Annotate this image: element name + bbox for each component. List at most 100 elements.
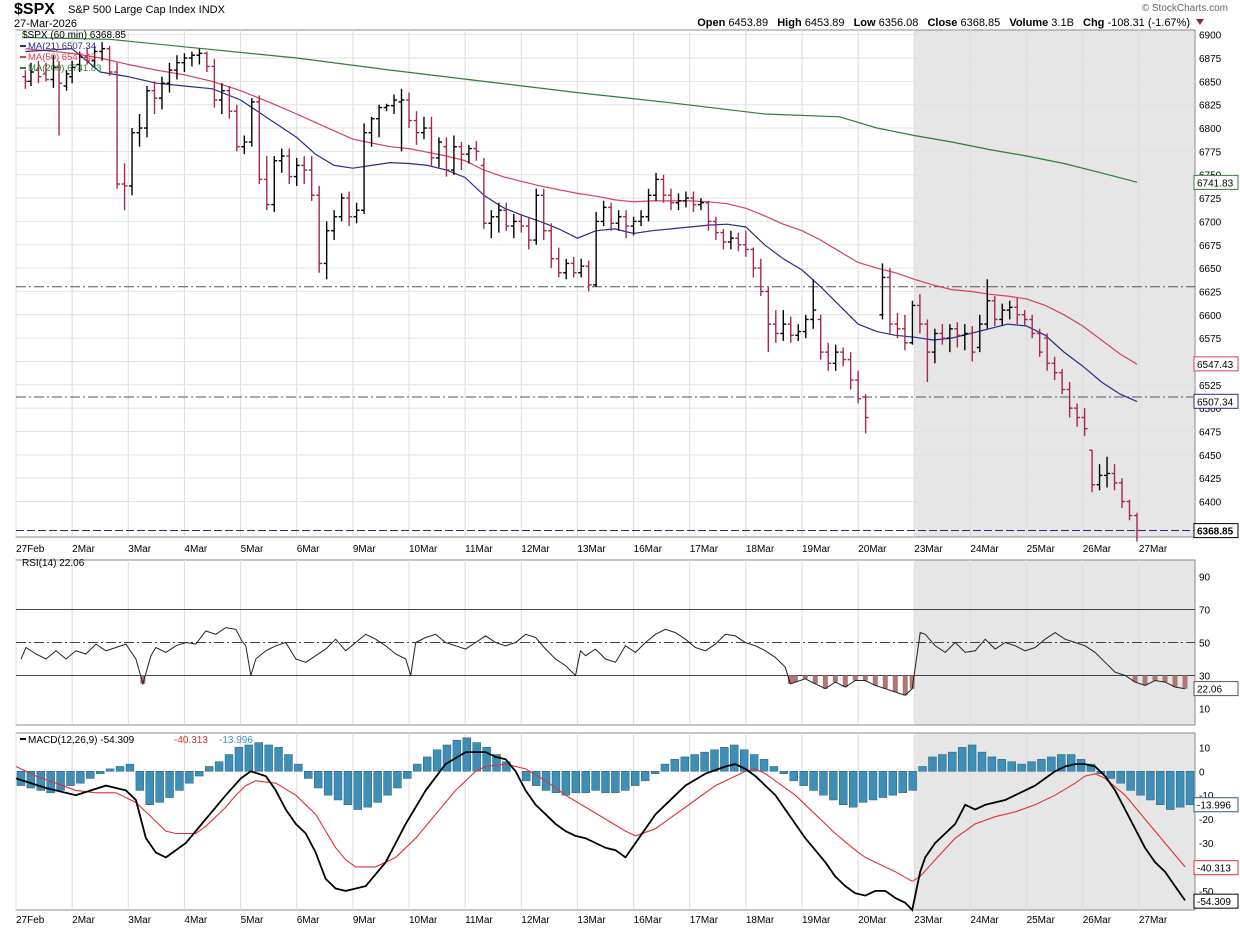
price-tick-label: 6600 — [1199, 311, 1222, 322]
rsi-tag-box — [1193, 681, 1239, 697]
x-tick-label: 16Mar — [634, 915, 663, 926]
macd-histogram-bar — [333, 771, 343, 801]
macd-tick-label: -10 — [1199, 791, 1214, 802]
x-tick-label: 4Mar — [184, 544, 207, 555]
macd-histogram-bar — [1027, 761, 1036, 772]
macd-histogram-bar — [46, 771, 55, 794]
x-tick-label: 17Mar — [690, 915, 719, 926]
price-tag-box — [1193, 523, 1239, 539]
macd-histogram-bar — [1156, 771, 1165, 806]
macd-histogram-bar — [690, 754, 699, 772]
macd-histogram-bar — [294, 763, 303, 772]
macd-histogram-bar — [789, 771, 798, 782]
macd-histogram-bar — [967, 744, 977, 772]
x-tick-label: 18Mar — [746, 915, 775, 926]
x-tick-label: 26Mar — [1083, 915, 1112, 926]
price-tick-label: 6725 — [1199, 194, 1222, 205]
macd-histogram-bar — [214, 761, 224, 772]
rsi-title: RSI(14) 22.06 — [22, 558, 85, 569]
close-value: 6368.85 — [960, 17, 1001, 29]
x-tick-label: 3Mar — [128, 915, 151, 926]
macd-histogram-bar — [462, 737, 471, 772]
x-tick-label: 19Mar — [802, 915, 831, 926]
macd-histogram-bar — [403, 771, 412, 779]
macd-histogram-bar — [700, 751, 709, 772]
macd-histogram-bar — [1037, 759, 1046, 772]
macd-histogram-bar — [185, 771, 194, 784]
rsi-tick-label: 50 — [1199, 639, 1211, 650]
macd-histogram-bar — [779, 771, 789, 774]
price-title: $SPX (60 min) 6368.85 — [22, 30, 126, 41]
rsi-tick-label: 10 — [1199, 705, 1211, 716]
x-tick-label: 20Mar — [858, 544, 887, 555]
macd-histogram-bar — [422, 756, 432, 772]
macd-histogram-bar — [66, 771, 75, 786]
x-tick-label: 23Mar — [914, 544, 943, 555]
macd-histogram-bar — [363, 771, 372, 808]
macd-histogram-bar — [323, 771, 333, 796]
x-tick-label: 6Mar — [297, 544, 320, 555]
macd-histogram-bar — [1066, 754, 1076, 772]
macd-histogram-bar — [631, 771, 640, 786]
macd-histogram-bar — [26, 771, 36, 789]
macd-histogram-bar — [660, 763, 670, 772]
macd-signal-legend: -40.313 — [174, 735, 208, 746]
macd-histogram-bar — [274, 747, 283, 772]
macd-histogram-bar — [472, 742, 481, 772]
volume-value: 3.1B — [1051, 17, 1074, 29]
rsi-tick-label: 70 — [1199, 606, 1211, 617]
price-tick-label: 6400 — [1199, 498, 1222, 509]
price-tick-label: 6475 — [1199, 427, 1222, 438]
macd-histogram-bar — [1047, 756, 1056, 772]
macd-tag-box — [1193, 860, 1239, 876]
price-tick-label: 6675 — [1199, 241, 1222, 252]
macd-hist-legend: -13.996 — [219, 735, 253, 746]
macd-histogram-bar — [432, 749, 442, 772]
x-tick-label: 20Mar — [858, 915, 887, 926]
macd-histogram-bar — [591, 771, 600, 791]
macd-value-tag: -54.309 — [1197, 897, 1231, 908]
open-value: 6453.89 — [728, 17, 769, 29]
macd-histogram-bar — [1146, 771, 1155, 801]
down-arrow-icon — [1196, 19, 1204, 25]
macd-histogram-bar — [145, 771, 154, 806]
rsi-line — [20, 627, 1186, 696]
macd-histogram-bar — [799, 771, 808, 786]
ticker-symbol: $SPX — [14, 1, 55, 18]
macd-histogram-bar — [165, 771, 174, 798]
ma50-line — [25, 48, 1138, 365]
x-tick-label: 25Mar — [1027, 915, 1056, 926]
high-label: High — [777, 17, 802, 29]
macd-histogram-bar — [522, 771, 531, 782]
price-tick-label: 6875 — [1199, 54, 1222, 65]
price-tick-label: 6700 — [1199, 217, 1222, 228]
x-tick-label: 13Mar — [577, 915, 606, 926]
macd-histogram-bar — [1086, 763, 1096, 772]
macd-histogram-bar — [36, 771, 45, 791]
chart-header: $SPX S&P 500 Large Cap Index INDX 27-Mar… — [0, 0, 1240, 34]
legend-entry: MA(21) 6507.34 — [28, 41, 96, 52]
macd-title: MACD(12,26,9) -54.309 — [28, 735, 135, 746]
price-tag: 6507.34 — [1197, 397, 1234, 408]
macd-histogram-bar — [1166, 771, 1175, 810]
macd-histogram-bar — [948, 751, 957, 772]
x-tick-label: 27Mar — [1139, 544, 1168, 555]
macd-histogram-bar — [105, 768, 115, 772]
macd-histogram-bar — [373, 771, 382, 803]
x-tick-label: 13Mar — [577, 544, 606, 555]
macd-tick-label: 10 — [1199, 743, 1211, 754]
macd-tick-label: -20 — [1199, 815, 1214, 826]
x-tick-label: 17Mar — [690, 544, 719, 555]
macd-tick-label: -50 — [1199, 887, 1214, 898]
macd-histogram-bar — [769, 766, 779, 772]
low-label: Low — [853, 17, 876, 29]
macd-histogram-bar — [1106, 771, 1115, 779]
x-tick-label: 19Mar — [802, 544, 831, 555]
macd-histogram-bar — [571, 771, 580, 794]
macd-histogram-bar — [383, 771, 392, 796]
macd-histogram-bar — [224, 754, 234, 772]
price-tag-box — [1193, 393, 1239, 409]
macd-histogram-bar — [888, 771, 898, 796]
legend-entry: MA(200) 6741.83 — [28, 63, 101, 74]
macd-value-tag: -13.996 — [1197, 801, 1231, 812]
